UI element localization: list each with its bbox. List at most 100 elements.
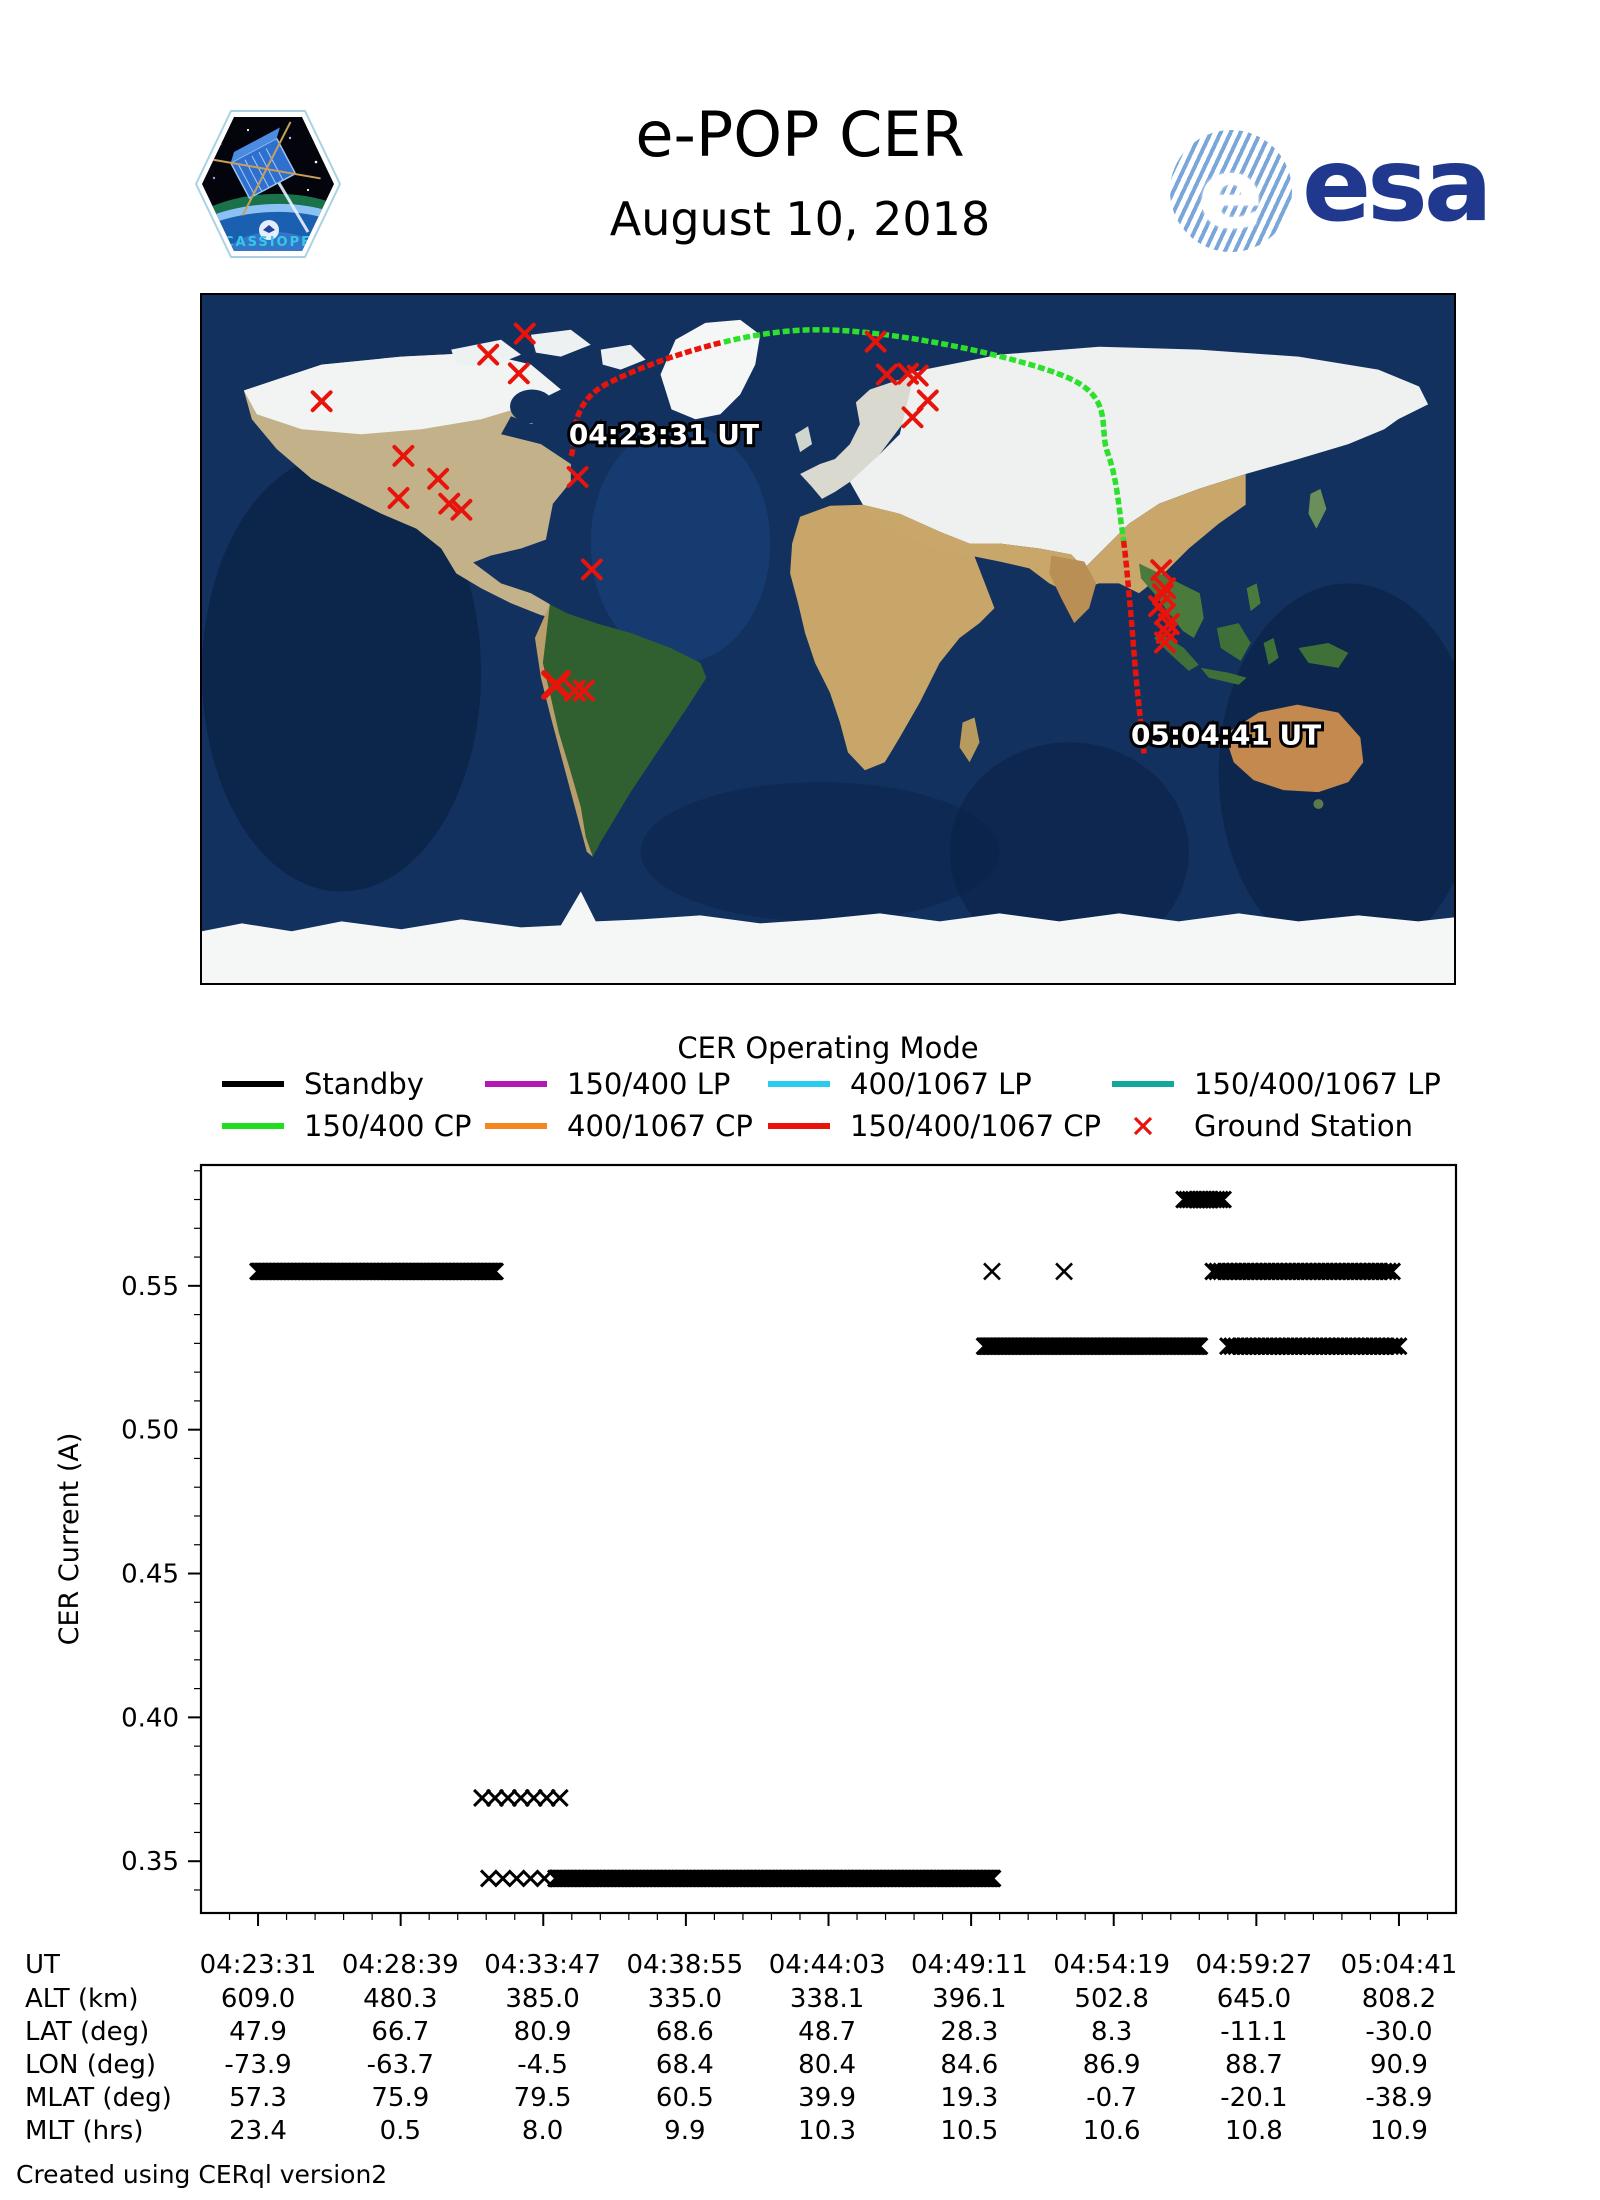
ground-station-x-icon [906, 364, 929, 387]
table-row-label: LAT (deg) [25, 2017, 150, 2047]
table-cell: -0.7 [1086, 2083, 1138, 2113]
table-cell: 68.6 [655, 2017, 714, 2047]
legend-item-label: 150/400/1067 CP [850, 1109, 1101, 1143]
ground-station-x-icon [507, 362, 530, 385]
table-cell: 79.5 [513, 2083, 572, 2113]
scatter-point [1055, 1262, 1073, 1281]
ground-station-x-icon [387, 487, 410, 509]
ground-station-x-icon [864, 330, 887, 353]
y-tick-label: 0.45 [121, 1560, 179, 1590]
ground-station-x-icon [477, 343, 500, 366]
plot-data-markers [248, 1190, 1408, 1888]
ground-station-x-icon [427, 467, 450, 490]
cer-current-plot: 0.35 0.40 0.45 0.50 0.55 CER Current (A) [54, 1163, 1458, 1926]
y-axis-label: CER Current (A) [54, 1433, 85, 1646]
ground-station-x-icon [580, 558, 603, 581]
map-time-label: 05:04:41 UT [1131, 718, 1321, 751]
table-cell: 10.5 [940, 2116, 999, 2146]
table-row-label: MLAT (deg) [25, 2083, 172, 2113]
scatter-cluster [546, 1869, 1002, 1888]
scatter-cluster [1204, 1262, 1402, 1281]
table-cell: 57.3 [229, 2083, 287, 2113]
legend-ground-station-x-icon [1133, 1116, 1153, 1136]
table-cell: 80.9 [513, 2017, 572, 2047]
table-row-label: MLT (hrs) [25, 2116, 144, 2146]
cassiope-mission-patch: CASSIOPE [190, 104, 346, 264]
scatter-cluster [479, 1869, 554, 1888]
scatter-cluster [248, 1262, 505, 1281]
esa-wordmark: esa [1302, 126, 1493, 245]
track-segment [568, 340, 722, 457]
table-cell: 88.7 [1224, 2050, 1283, 2080]
y-tick-label: 0.50 [121, 1416, 179, 1446]
ground-track-map: 04:23:31 UT 05:04:41 UT [200, 293, 1456, 985]
table-cell: -11.1 [1220, 2017, 1288, 2047]
table-cell: 8.0 [521, 2116, 564, 2146]
ground-station-x-icon [901, 406, 924, 429]
ground-station-markers [310, 322, 1180, 702]
legend-title: CER Operating Mode [677, 1031, 978, 1065]
patch-beam [274, 177, 310, 233]
table-cell: 80.4 [798, 2050, 857, 2080]
scatter-cluster [1175, 1190, 1233, 1209]
map-time-label: 04:23:31 UT [569, 418, 759, 451]
ground-station-x-icon [450, 498, 473, 521]
ground-station-x-icon [392, 444, 415, 467]
page-subtitle: August 10, 2018 [609, 192, 991, 246]
ground-station-x-icon [566, 466, 589, 488]
table-cell: 86.9 [1082, 2050, 1141, 2080]
table-cell: 10.8 [1224, 2116, 1283, 2146]
ground-station-x-icon [563, 679, 586, 702]
continents [202, 319, 1454, 983]
ground-station-x-icon [310, 390, 333, 413]
table-cell: 90.9 [1370, 2050, 1428, 2080]
patch-name-text: CASSIOPE [224, 235, 312, 250]
table-cell: 19.3 [940, 2083, 999, 2113]
scatter-point [983, 1262, 1001, 1281]
ground-station-x-icon [572, 679, 595, 702]
ground-station-x-icon [513, 322, 536, 345]
credit-note: Created using CERql version2 [16, 2160, 388, 2189]
legend-item-label: Standby [304, 1067, 424, 1101]
pass-time-labels: 04:23:31 UT 05:04:41 UT [566, 415, 1324, 754]
esa-logo: e esa [1160, 118, 1493, 268]
table-cell: 28.3 [940, 2017, 999, 2047]
table-cell: 0.5 [379, 2116, 421, 2146]
table-cell: 10.6 [1082, 2116, 1141, 2146]
table-cell: -20.1 [1220, 2083, 1288, 2113]
table-cell: -30.0 [1365, 2017, 1433, 2047]
page-title: e-POP CER [635, 98, 965, 171]
ground-station-x-icon [1150, 559, 1173, 582]
table-cell: 75.9 [371, 2083, 430, 2113]
ground-station-x-icon [1154, 631, 1176, 654]
patch-satellite [208, 121, 321, 216]
y-tick-label: 0.40 [121, 1703, 179, 1733]
table-cell: 60.5 [655, 2083, 714, 2113]
legend-item-label: 400/1067 CP [567, 1109, 753, 1143]
operating-mode-legend: CER Operating Mode Standby 150/400 LP 400/… [222, 1031, 1441, 1143]
legend-item-label: 150/400/1067 LP [1194, 1067, 1441, 1101]
table-cell: -4.5 [517, 2050, 568, 2080]
legend-item-label: 150/400 LP [567, 1067, 730, 1101]
ground-station-x-icon [1151, 583, 1174, 606]
esa-globe-icon [1170, 130, 1292, 252]
table-cell: -73.9 [224, 2050, 292, 2080]
table-cell: 10.3 [798, 2116, 857, 2146]
table-cell: 10.9 [1370, 2116, 1428, 2146]
table-cell: -63.7 [366, 2050, 434, 2080]
scatter-cluster [1218, 1337, 1408, 1356]
y-tick-label: 0.35 [121, 1847, 179, 1877]
esa-globe-letter: e [1198, 138, 1264, 250]
legend-item-label: 400/1067 LP [850, 1067, 1032, 1101]
table-cell: 66.7 [371, 2017, 430, 2047]
plot-axes: 0.35 0.40 0.45 0.50 0.55 [121, 1163, 1458, 1926]
track-segment [1120, 540, 1147, 754]
table-cell: 68.4 [655, 2050, 714, 2080]
table-cell: 39.9 [798, 2083, 857, 2113]
table-cell: 84.6 [940, 2050, 999, 2080]
table-row-label: LON (deg) [25, 2050, 157, 2080]
ground-station-x-icon [875, 363, 898, 386]
scatter-cluster [473, 1788, 569, 1807]
ground-station-x-icon [438, 492, 461, 515]
table-cell: 48.7 [798, 2017, 857, 2047]
